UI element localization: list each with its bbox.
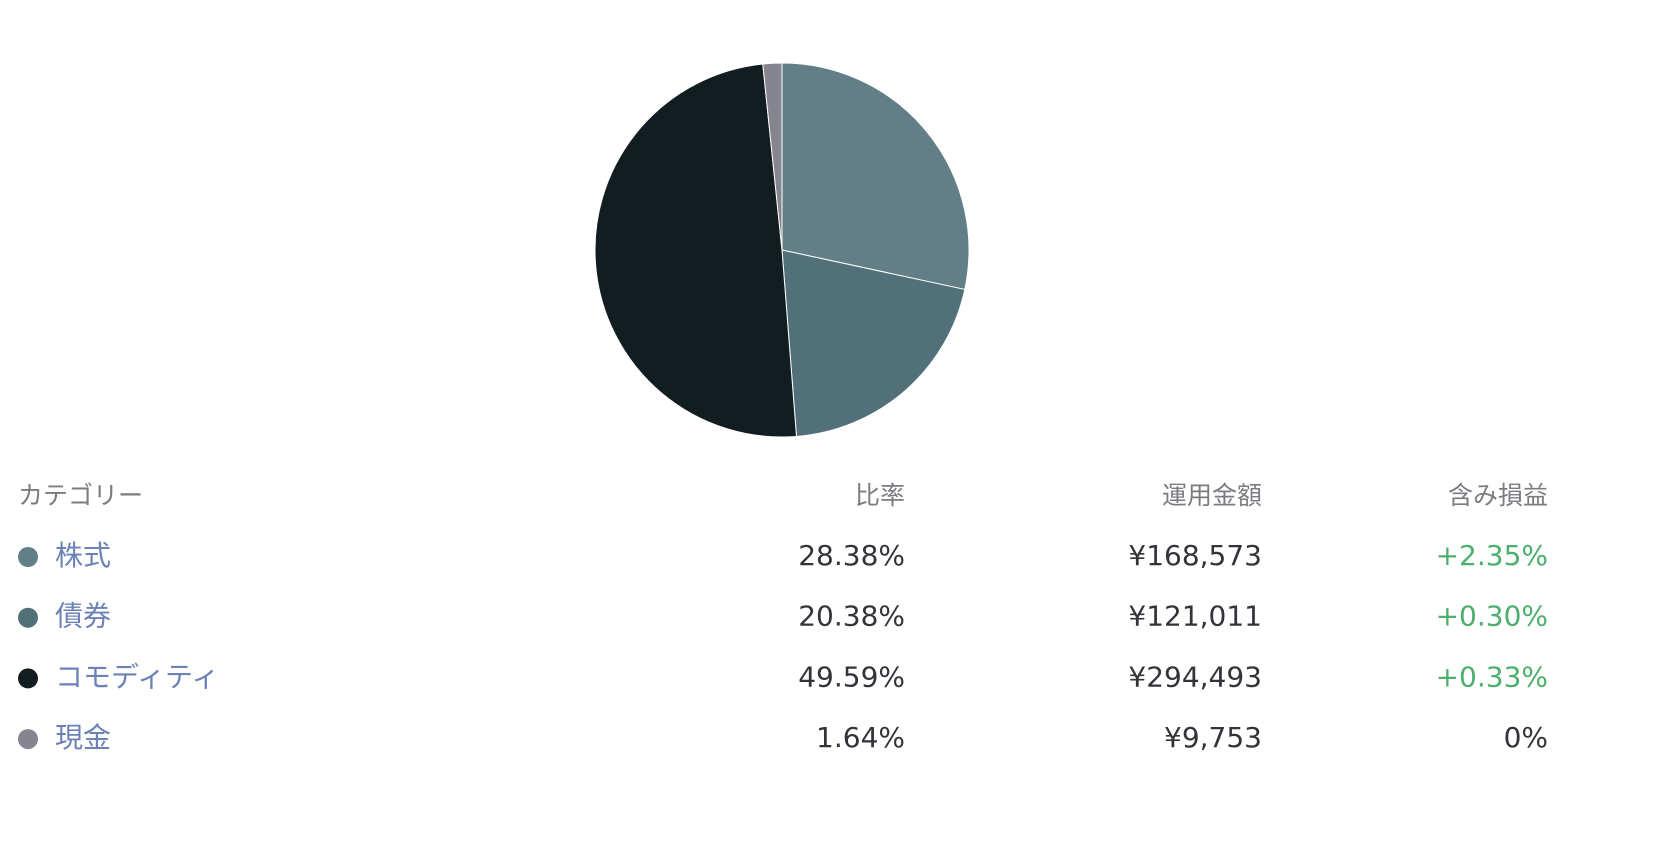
header-amount: 運用金額 [1162, 481, 1262, 510]
pie-slice [594, 63, 798, 438]
header-category: カテゴリー [18, 481, 143, 510]
amount: ¥294,493 [1128, 660, 1262, 693]
header-ratio: 比率 [855, 481, 905, 510]
gain: +2.35% [1436, 539, 1548, 572]
header-gain: 含み損益 [1448, 481, 1548, 510]
ratio: 20.38% [798, 600, 905, 633]
category-name: 現金 [55, 721, 111, 754]
legend-dot [18, 729, 38, 750]
gain: +0.33% [1436, 660, 1548, 693]
legend-dot [18, 607, 38, 628]
legend-dot [18, 547, 38, 567]
pie-slice [781, 249, 966, 437]
amount: ¥9,753 [1164, 721, 1262, 754]
category-name: 株式 [55, 539, 111, 572]
amount: ¥168,573 [1128, 539, 1262, 572]
pie-slice [762, 62, 783, 251]
gain: 0% [1504, 721, 1548, 754]
category-name: コモディティ [55, 660, 219, 693]
legend-dot [18, 668, 38, 689]
category-name: 債券 [55, 600, 111, 633]
gain: +0.30% [1436, 600, 1548, 633]
pie-slice [781, 62, 970, 291]
amount: ¥121,011 [1128, 600, 1262, 633]
ratio: 1.64% [816, 721, 905, 754]
ratio: 49.59% [798, 660, 905, 693]
ratio: 28.38% [798, 539, 905, 572]
